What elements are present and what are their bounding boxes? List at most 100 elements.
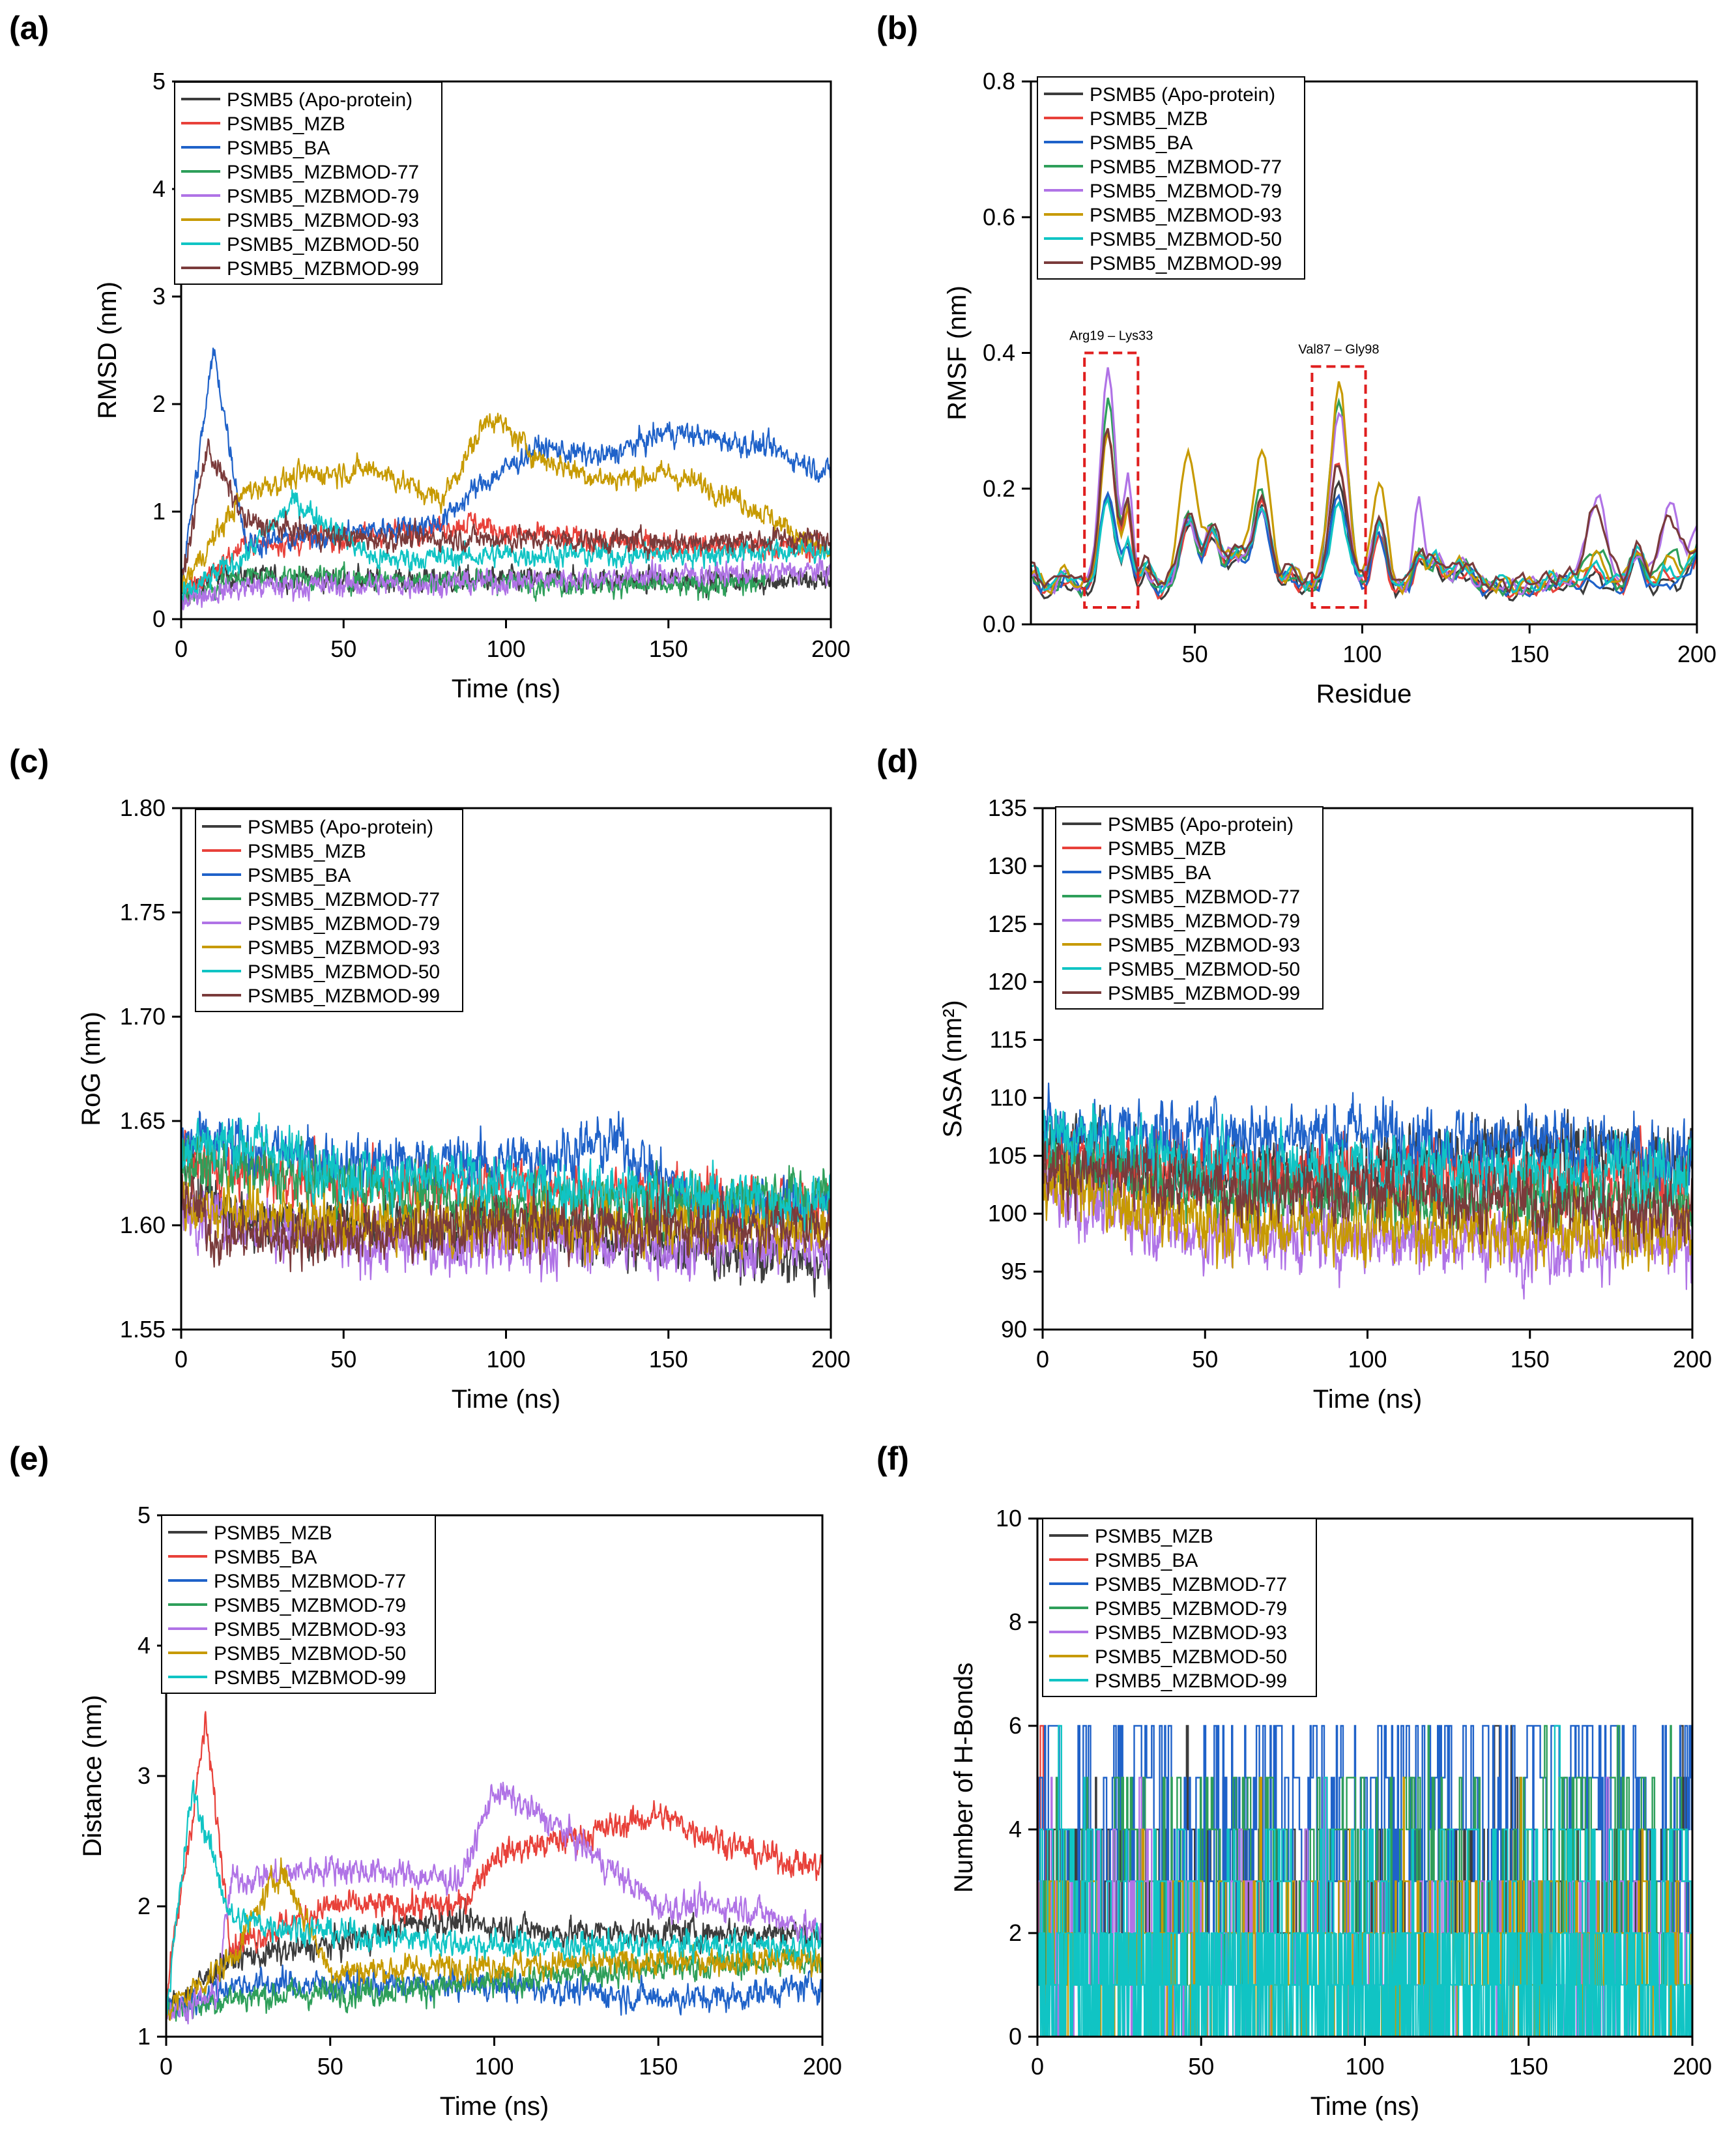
data-area	[181, 1111, 831, 1298]
series-line	[166, 1781, 822, 2025]
legend-entry: PSMB5_BA	[1090, 132, 1193, 154]
panel-label: (e)	[9, 1440, 49, 1477]
series-line	[181, 438, 831, 581]
legend-box	[1055, 806, 1324, 1010]
y-axis-label: RMSD (nm)	[93, 282, 122, 419]
series-line	[181, 489, 831, 600]
legend-entry: PSMB5_MZBMOD-77	[214, 1571, 406, 1592]
legend-entry: PSMB5_MZB	[248, 841, 366, 862]
legend-entry: PSMB5_MZBMOD-50	[1108, 959, 1300, 980]
y-tick-label: 0.2	[983, 475, 1015, 502]
legend-entry: PSMB5_MZBMOD-79	[1095, 1598, 1287, 1620]
legend-entry: PSMB5_MZB	[214, 1522, 332, 1544]
y-tick-label: 135	[988, 794, 1027, 821]
legend-entry: PSMB5_MZBMOD-79	[1090, 181, 1282, 202]
x-tick-label: 100	[1348, 1346, 1387, 1373]
legend-entry: PSMB5_MZBMOD-50	[248, 961, 440, 983]
y-tick-label: 10	[996, 1505, 1022, 1532]
legend: PSMB5 (Apo-protein)PSMB5_MZBPSMB5_BAPSMB…	[174, 81, 442, 285]
y-tick-label: 1	[152, 498, 166, 525]
legend-entry: PSMB5_MZBMOD-99	[227, 258, 419, 280]
x-tick-label: 50	[330, 1346, 356, 1373]
y-tick-label: 105	[988, 1142, 1027, 1169]
x-axis-label: Time (ns)	[452, 1385, 560, 1414]
legend-entry: PSMB5_MZBMOD-93	[214, 1619, 406, 1640]
series-line	[181, 1173, 831, 1273]
x-tick-label: 100	[1342, 641, 1382, 667]
x-tick-label: 100	[486, 1346, 525, 1373]
y-tick-label: 4	[137, 1632, 151, 1659]
legend-entry: PSMB5_MZBMOD-50	[1095, 1646, 1287, 1668]
x-tick-label: 150	[1509, 2053, 1548, 2080]
legend-entry: PSMB5 (Apo-protein)	[248, 817, 433, 838]
x-tick-label: 0	[175, 1346, 188, 1373]
x-tick-label: 100	[486, 635, 525, 662]
x-axis-label: Time (ns)	[440, 2092, 549, 2121]
legend-entry: PSMB5 (Apo-protein)	[227, 89, 412, 111]
y-tick-label: 5	[137, 1502, 151, 1528]
panel-label: (d)	[876, 743, 918, 779]
legend-entry: PSMB5_MZBMOD-99	[214, 1667, 406, 1689]
legend-entry: PSMB5_MZBMOD-77	[1090, 156, 1282, 178]
series-line	[166, 1857, 822, 2021]
y-tick-label: 100	[988, 1200, 1027, 1227]
x-tick-label: 150	[1510, 641, 1549, 667]
legend-entry: PSMB5_MZBMOD-93	[227, 210, 419, 231]
y-tick-label: 2	[1009, 1919, 1022, 1946]
series-line	[1043, 1103, 1692, 1218]
legend: PSMB5 (Apo-protein)PSMB5_MZBPSMB5_BAPSMB…	[1037, 76, 1305, 280]
legend-box	[1037, 76, 1305, 280]
legend-entry: PSMB5_BA	[1095, 1550, 1198, 1571]
y-tick-label: 0.4	[983, 340, 1015, 366]
y-tick-label: 0.6	[983, 203, 1015, 230]
series-line	[166, 1779, 822, 2015]
x-tick-label: 100	[1345, 2053, 1384, 2080]
y-tick-label: 4	[152, 175, 166, 202]
legend-entry: PSMB5_MZBMOD-99	[1108, 983, 1300, 1004]
y-tick-label: 5	[152, 68, 166, 95]
legend-entry: PSMB5_MZBMOD-79	[248, 913, 440, 935]
panel-label: (b)	[876, 10, 918, 46]
legend-entry: PSMB5_BA	[214, 1547, 317, 1568]
legend-entry: PSMB5_MZBMOD-79	[227, 186, 419, 207]
x-tick-label: 0	[160, 2053, 173, 2080]
x-tick-label: 200	[1677, 641, 1716, 667]
y-axis-label: RoG (nm)	[77, 1012, 106, 1126]
legend: PSMB5 (Apo-protein)PSMB5_MZBPSMB5_BAPSMB…	[195, 809, 463, 1012]
x-tick-label: 200	[1673, 2053, 1712, 2080]
legend-entry: PSMB5_MZBMOD-99	[248, 985, 440, 1007]
series-line	[181, 556, 831, 611]
x-axis-label: Residue	[1316, 680, 1412, 708]
legend-entry: PSMB5_MZBMOD-93	[1095, 1622, 1287, 1644]
panel-label: (f)	[876, 1440, 909, 1477]
legend-entry: PSMB5 (Apo-protein)	[1108, 814, 1294, 836]
annotation-label: Arg19 – Lys33	[1069, 329, 1153, 343]
legend-entry: PSMB5_MZB	[1095, 1526, 1213, 1547]
panel-label: (c)	[9, 743, 49, 779]
series-line	[1037, 1932, 1692, 2037]
series-line	[166, 1711, 822, 1999]
highlight-box	[1083, 351, 1140, 609]
y-tick-label: 4	[1009, 1816, 1022, 1842]
x-tick-label: 50	[1188, 2053, 1214, 2080]
x-tick-label: 50	[330, 635, 356, 662]
legend-entry: PSMB5_MZBMOD-77	[227, 162, 419, 183]
x-tick-label: 150	[649, 635, 688, 662]
y-axis-label: SASA (nm²)	[938, 1000, 967, 1137]
series-line	[181, 347, 831, 591]
y-tick-label: 2	[152, 390, 166, 417]
y-tick-label: 1.65	[120, 1107, 166, 1134]
chart-panel-6: (f) 0 50 100 150 200 0 2 4 6 8 10 Time (ns) Number of…	[876, 1440, 1712, 2121]
x-tick-label: 0	[175, 635, 188, 662]
y-tick-label: 1.60	[120, 1212, 166, 1238]
x-tick-label: 150	[639, 2053, 678, 2080]
legend-entry: PSMB5_MZBMOD-99	[1090, 253, 1282, 274]
legend-entry: PSMB5_MZB	[227, 113, 345, 135]
chart-panel-2: (b) 50 100 150 200 0.0 0.2 0.4 0.6 0.8 Residue RMSF…	[876, 10, 1716, 708]
x-tick-label: 200	[803, 2053, 842, 2080]
y-tick-label: 8	[1009, 1608, 1022, 1635]
y-tick-label: 0.0	[983, 611, 1015, 637]
y-tick-label: 1.75	[120, 899, 166, 925]
x-tick-label: 200	[811, 635, 850, 662]
